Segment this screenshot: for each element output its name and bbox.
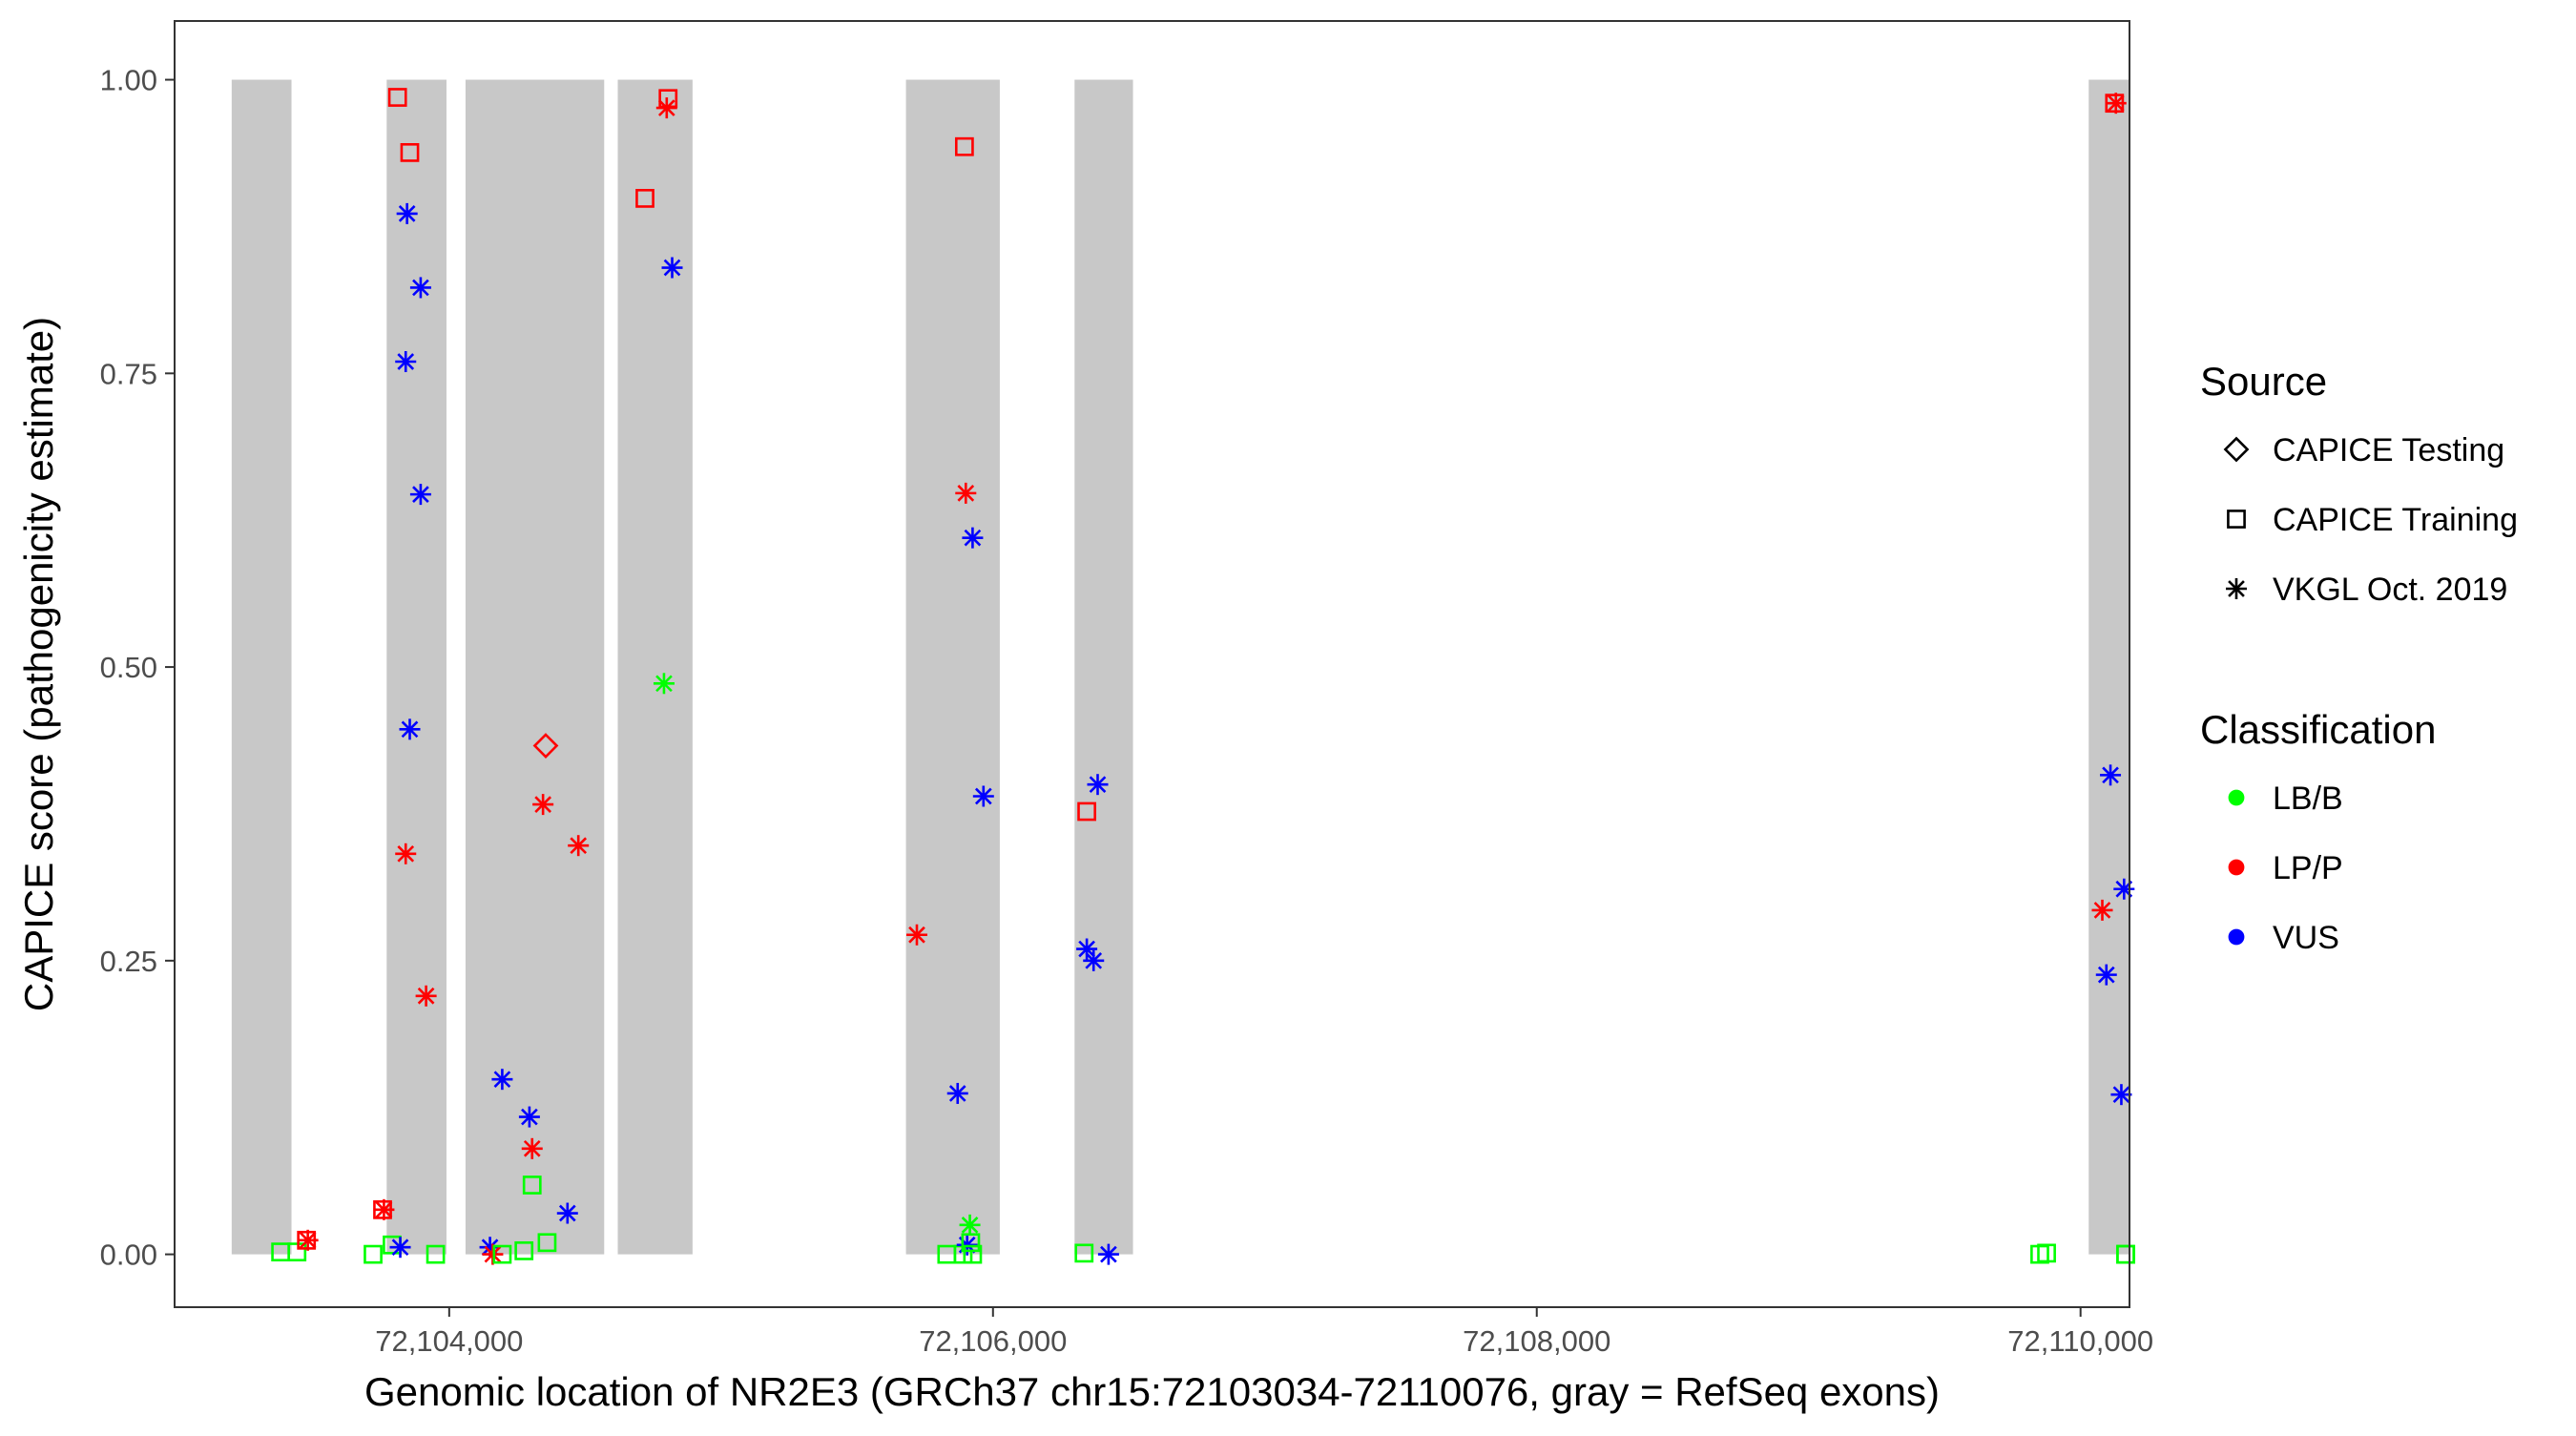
legend-source: Source CAPICE Testing CAPICE Training VKGL …: [2200, 359, 2518, 608]
exon-band: [905, 79, 1000, 1255]
y-tick-label: 0.00: [100, 1238, 157, 1272]
y-tick-label: 0.50: [100, 651, 157, 684]
data-point: [954, 136, 974, 156]
y-tick-label: 0.75: [100, 357, 157, 390]
data-point: [537, 1233, 557, 1253]
data-point: [961, 1233, 981, 1253]
legend-key-dot: [2228, 789, 2245, 806]
data-point: [426, 1244, 446, 1264]
data-point: [522, 1176, 542, 1195]
legend-key-square: [2227, 510, 2246, 529]
y-tick-label: 0.25: [100, 945, 157, 978]
data-point: [389, 1237, 411, 1259]
data-point: [661, 257, 683, 279]
x-tick-label: 72,108,000: [1463, 1324, 1610, 1358]
data-point: [415, 985, 437, 1007]
data-point: [532, 733, 559, 759]
legend-label: CAPICE Training: [2273, 502, 2518, 538]
data-point: [1083, 949, 1105, 971]
data-point: [2116, 1244, 2135, 1264]
data-point: [491, 1069, 513, 1091]
x-axis: 72,104,000 72,106,000 72,108,000 72,110,000: [375, 1307, 2153, 1358]
exon-band: [2088, 79, 2129, 1255]
x-tick-label: 72,110,000: [2007, 1324, 2153, 1358]
exon-bands: [231, 79, 2129, 1255]
exon-band: [386, 79, 447, 1255]
data-point: [399, 718, 421, 740]
data-point: [955, 482, 977, 504]
y-tick-label: 1.00: [100, 64, 157, 97]
data-point: [905, 924, 927, 946]
data-point: [1087, 774, 1109, 796]
x-tick-label: 72,104,000: [375, 1324, 523, 1358]
data-point: [482, 1243, 504, 1265]
data-point: [532, 794, 554, 816]
y-axis: 0.00 0.25 0.50 0.75 1.00: [100, 64, 175, 1272]
legend-key-dot: [2228, 859, 2245, 876]
legend-title: Source: [2200, 359, 2327, 404]
data-point: [1077, 801, 1096, 822]
legend-classification: Classification LB/B LP/P VUS: [2200, 707, 2436, 956]
legend-key-asterisk: [2226, 578, 2247, 599]
exon-band: [465, 79, 605, 1255]
data-point: [1076, 938, 1098, 960]
data-point: [1097, 1243, 1119, 1265]
data-point: [396, 202, 418, 224]
data-point: [2037, 1243, 2056, 1263]
plot-panel-border: [174, 20, 2130, 1308]
data-point: [2105, 93, 2127, 114]
data-point: [635, 189, 654, 208]
data-point: [568, 835, 590, 857]
legend: Source CAPICE Testing CAPICE Training VKGL …: [2200, 359, 2518, 956]
data-point: [963, 1244, 983, 1264]
data-point: [518, 1106, 540, 1128]
data-point: [2095, 964, 2117, 986]
data-point: [492, 1244, 512, 1264]
data-point: [1074, 1243, 1094, 1263]
legend-key-dot: [2228, 928, 2245, 946]
legend-label: CAPICE Testing: [2273, 432, 2504, 468]
data-point: [409, 277, 431, 299]
legend-label: LB/B: [2273, 780, 2343, 817]
data-point: [409, 484, 431, 506]
data-point: [387, 88, 407, 107]
data-point: [962, 527, 984, 549]
legend-label: LP/P: [2273, 850, 2343, 886]
data-point: [521, 1137, 543, 1159]
data-point: [972, 785, 994, 807]
data-point: [395, 351, 417, 373]
data-point: [514, 1241, 534, 1260]
data-point: [658, 89, 678, 109]
data-point: [297, 1230, 317, 1250]
data-point: [2091, 899, 2113, 921]
legend-key-diamond: [2223, 436, 2250, 463]
data-point: [2110, 1084, 2132, 1106]
legend-title: Classification: [2200, 707, 2436, 752]
exon-band: [231, 79, 292, 1255]
legend-label: VKGL Oct. 2019: [2273, 572, 2507, 608]
data-point: [2113, 878, 2135, 900]
data-point: [556, 1202, 578, 1224]
legend-label: VUS: [2273, 920, 2339, 956]
x-axis-label: Genomic location of NR2E3 (GRCh37 chr15:…: [364, 1369, 1940, 1414]
x-tick-label: 72,106,000: [919, 1324, 1067, 1358]
exon-band: [1074, 79, 1133, 1255]
data-point: [287, 1242, 307, 1262]
data-point: [653, 673, 675, 695]
data-point: [395, 843, 417, 864]
data-points: [271, 88, 2135, 1265]
data-point: [2030, 1244, 2049, 1264]
data-point: [364, 1244, 383, 1264]
data-point: [400, 142, 420, 162]
data-point: [959, 1214, 981, 1236]
exon-band: [617, 79, 693, 1255]
data-point: [373, 1198, 395, 1220]
y-axis-label: CAPICE score (pathogenicity estimate): [16, 317, 61, 1011]
data-point: [2100, 764, 2122, 786]
data-point: [946, 1082, 968, 1104]
